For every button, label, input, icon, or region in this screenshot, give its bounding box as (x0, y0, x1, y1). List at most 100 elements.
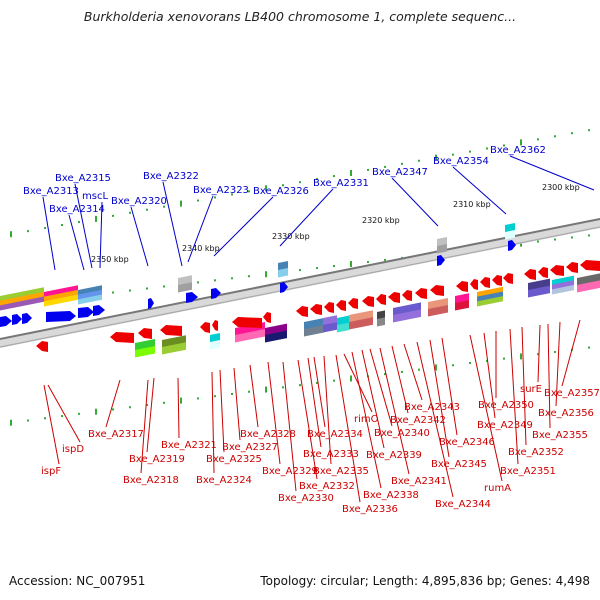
cog-bar-segment (505, 223, 515, 233)
cog-bar-segment (428, 305, 448, 317)
forward-gene-arrow (0, 316, 12, 327)
scale-tick (350, 261, 352, 267)
cog-bar-segment (44, 294, 78, 307)
scale-tick (316, 267, 318, 270)
forward-gene-label: Bxe_A2362 (490, 145, 546, 156)
reverse-gene-arrow (232, 317, 262, 328)
scale-tick (180, 200, 182, 207)
forward-gene-arrow (280, 282, 288, 293)
reverse-gene-label: Bxe_A2349 (477, 420, 533, 431)
reverse-gene-label: Bxe_A2325 (206, 454, 262, 465)
scale-tick (265, 185, 267, 192)
cog-bar-segment (337, 322, 349, 333)
cog-bar-segment (0, 287, 44, 302)
scale-tick (61, 415, 63, 418)
scale-tick (129, 289, 131, 292)
cog-bar-segment (377, 310, 385, 320)
scale-tick (61, 224, 63, 227)
reverse-gene-label: Bxe_A2334 (307, 429, 363, 440)
cog-bar-segment (235, 329, 265, 343)
scale-tick (197, 397, 199, 400)
reverse-label-leader (441, 337, 458, 436)
forward-gene-arrow (437, 255, 445, 266)
scale-tick (588, 346, 590, 349)
forward-labels: Bxe_A2313 Bxe_A2314 Bxe_A2315 mscL Bxe_A2320… (23, 145, 595, 271)
scale-tick (112, 291, 114, 294)
forward-label-leader (99, 201, 103, 269)
reverse-gene-label: Bxe_A2318 (123, 475, 179, 486)
forward-gene-arrow (12, 314, 22, 325)
backbone-band (0, 218, 600, 348)
reverse-label-leader (43, 384, 60, 465)
reverse-gene-arrow (36, 341, 48, 352)
reverse-gene-arrow (566, 262, 578, 273)
scale-tick (95, 215, 97, 222)
forward-label-leader (130, 206, 149, 267)
cog-bars (0, 223, 600, 358)
reverse-label-leader (537, 324, 541, 383)
reverse-label-leader (233, 367, 241, 441)
scale-tick (554, 135, 556, 138)
reverse-label-leader (177, 377, 180, 439)
reverse-gene-label: Bxe_A2332 (299, 481, 355, 492)
scale-label: 2310 kbp (453, 200, 491, 209)
reverse-gene-arrow (324, 302, 334, 313)
cog-bar-segment (577, 273, 600, 286)
forward-gene-arrow (508, 240, 516, 251)
scale-tick (163, 285, 165, 288)
scale-tick (10, 419, 12, 426)
scale-tick (537, 240, 539, 243)
reverse-label-leader (403, 343, 423, 401)
scale-tick (129, 406, 131, 409)
cog-bar-segment (278, 261, 288, 271)
reverse-gene-arrow (503, 273, 513, 284)
forward-gene-arrow (211, 288, 221, 299)
reverse-label-leader (307, 357, 322, 448)
scale-tick (537, 353, 539, 356)
scale-tick (112, 408, 114, 411)
scale-tick (435, 364, 437, 371)
scale-tick (333, 265, 335, 268)
reverse-label-leader (391, 345, 409, 414)
reverse-gene-label: Bxe_A2330 (278, 493, 334, 504)
cog-bar-segment (0, 296, 44, 311)
scale-tick (248, 190, 250, 193)
reverse-gene-label: Bxe_A2356 (538, 408, 594, 419)
cog-bar-segment (162, 342, 186, 355)
cog-bar-segment (0, 291, 44, 306)
reverse-label-leader (140, 379, 149, 474)
reverse-gene-label: Bxe_A2352 (508, 447, 564, 458)
reverse-label-leader (343, 353, 373, 413)
scale-tick (44, 417, 46, 420)
scale-tick (248, 390, 250, 393)
reverse-gene-label: Bxe_A2342 (390, 415, 446, 426)
scale-tick (180, 397, 182, 404)
scale-tick (265, 271, 267, 278)
reverse-gene-label: Bxe_A2357 (544, 388, 600, 399)
cog-bar-segment (377, 317, 385, 327)
cog-bar-segment (78, 294, 102, 305)
cog-bar-segment (265, 330, 287, 343)
reverse-gene-arrow (538, 267, 548, 278)
backbone-edge (0, 226, 600, 348)
scale-tick (27, 230, 29, 233)
cog-bar-segment (349, 317, 373, 330)
forward-gene-label: Bxe_A2320 (111, 196, 167, 207)
backbone-edge (0, 218, 600, 340)
forward-label-leader (68, 214, 85, 271)
forward-gene-label: Bxe_A2323 (193, 185, 249, 196)
reverse-label-leader (483, 332, 496, 419)
scale-tick (367, 168, 369, 171)
scale-tick (520, 353, 522, 360)
scale-tick (214, 395, 216, 398)
scale-tick (333, 379, 335, 382)
reverse-strand (36, 260, 600, 352)
reverse-gene-arrow (310, 304, 322, 315)
scale-tick (486, 147, 488, 150)
scale-tick (554, 350, 556, 353)
scale-tick (554, 238, 556, 241)
scale-tick (537, 138, 539, 141)
scale-tick (231, 193, 233, 196)
forward-label-leader (279, 188, 334, 247)
forward-gene-label: mscL (82, 191, 108, 202)
